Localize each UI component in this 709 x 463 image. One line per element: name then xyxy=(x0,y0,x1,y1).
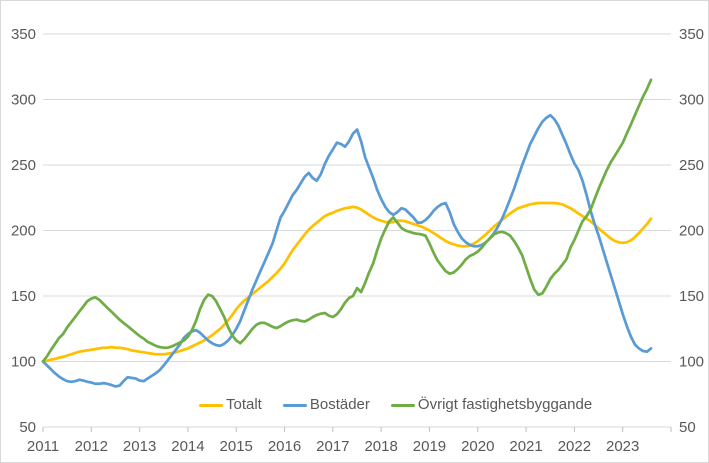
x-axis-label-2012: 2012 xyxy=(75,438,108,455)
x-axis-label-2013: 2013 xyxy=(123,438,156,455)
x-axis-label-2023: 2023 xyxy=(606,438,639,455)
y-axis-label-right-300: 300 xyxy=(679,92,704,109)
chart-legend: Totalt Bostäder Övrigt fastighetsbyggand… xyxy=(199,397,592,413)
y-axis-label-right-50: 50 xyxy=(679,419,696,436)
legend-label-totalt: Totalt xyxy=(226,396,262,413)
legend-item-bostader: Bostäder xyxy=(282,396,370,413)
y-axis-label-left-100: 100 xyxy=(11,354,36,371)
y-axis-label-right-100: 100 xyxy=(679,354,704,371)
y-axis-label-right-250: 250 xyxy=(679,157,704,174)
legend-label-bostader: Bostäder xyxy=(309,396,370,413)
legend-line-swatch-bostader xyxy=(282,403,307,407)
y-axis-label-right-350: 350 xyxy=(679,26,704,43)
y-axis-label-left-50: 50 xyxy=(19,419,36,436)
legend-item-ovrigt: Övrigt fastighetsbyggande xyxy=(390,396,593,413)
y-axis-label-left-350: 350 xyxy=(11,26,36,43)
x-axis-label-2020: 2020 xyxy=(461,438,494,455)
y-axis-label-left-250: 250 xyxy=(11,157,36,174)
legend-item-totalt: Totalt xyxy=(199,397,262,413)
legend-line-swatch-ovrigt xyxy=(390,403,415,407)
y-axis-label-left-200: 200 xyxy=(11,223,36,240)
y-axis-label-left-150: 150 xyxy=(11,288,36,305)
x-axis-label-2011: 2011 xyxy=(27,438,59,455)
y-axis-label-left-300: 300 xyxy=(11,92,36,109)
y-axis-label-right-200: 200 xyxy=(679,223,704,240)
legend-label-ovrigt: Övrigt fastighetsbyggande xyxy=(417,396,593,413)
x-axis-label-2015: 2015 xyxy=(220,438,253,455)
x-axis-label-2019: 2019 xyxy=(413,438,446,455)
x-axis-label-2018: 2018 xyxy=(364,438,397,455)
x-axis-label-2014: 2014 xyxy=(171,438,204,455)
x-axis-label-2017: 2017 xyxy=(316,438,349,455)
series-line-totalt xyxy=(41,201,653,363)
series-line-ovrigt xyxy=(41,78,653,363)
x-axis-label-2021: 2021 xyxy=(509,438,542,455)
x-axis-label-2022: 2022 xyxy=(558,438,591,455)
x-axis-label-2016: 2016 xyxy=(268,438,301,455)
series-line-bostader xyxy=(41,113,653,388)
legend-line-swatch-totalt xyxy=(199,403,223,407)
y-axis-label-right-150: 150 xyxy=(679,288,704,305)
